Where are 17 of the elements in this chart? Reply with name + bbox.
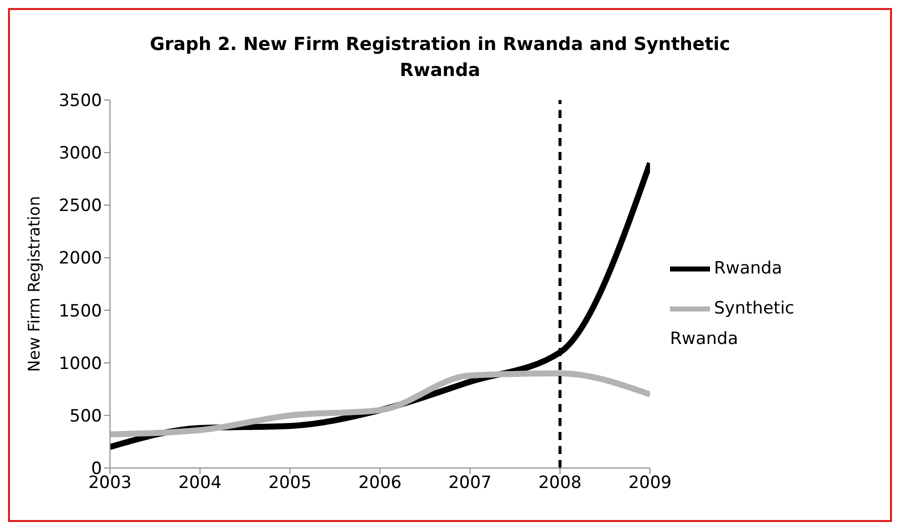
y-tick-label: 1000 <box>58 354 102 374</box>
y-tick-label: 1500 <box>58 301 102 322</box>
legend-label: Synthetic Rwanda <box>670 298 794 349</box>
y-tick-label: 3500 <box>58 91 102 112</box>
y-tick-label: 500 <box>70 406 102 426</box>
y-tick-label: 3000 <box>58 144 102 164</box>
y-tick-label: 2500 <box>58 196 102 216</box>
x-tick-label: 2008 <box>538 473 582 494</box>
x-tick-label: 2006 <box>358 473 402 494</box>
x-tick-label: 2007 <box>448 473 492 494</box>
x-tick-label: 2004 <box>178 473 222 494</box>
y-tick-label: 2000 <box>58 248 102 269</box>
chart-title: Graph 2. New Firm Registration in Rwanda and Synthetic Rwanda <box>148 33 732 83</box>
legend-label: Rwanda <box>714 258 782 279</box>
x-tick-label: 2009 <box>628 473 672 494</box>
x-tick-label: 2005 <box>268 473 312 494</box>
y-axis-title: New Firm Registration <box>24 196 44 372</box>
